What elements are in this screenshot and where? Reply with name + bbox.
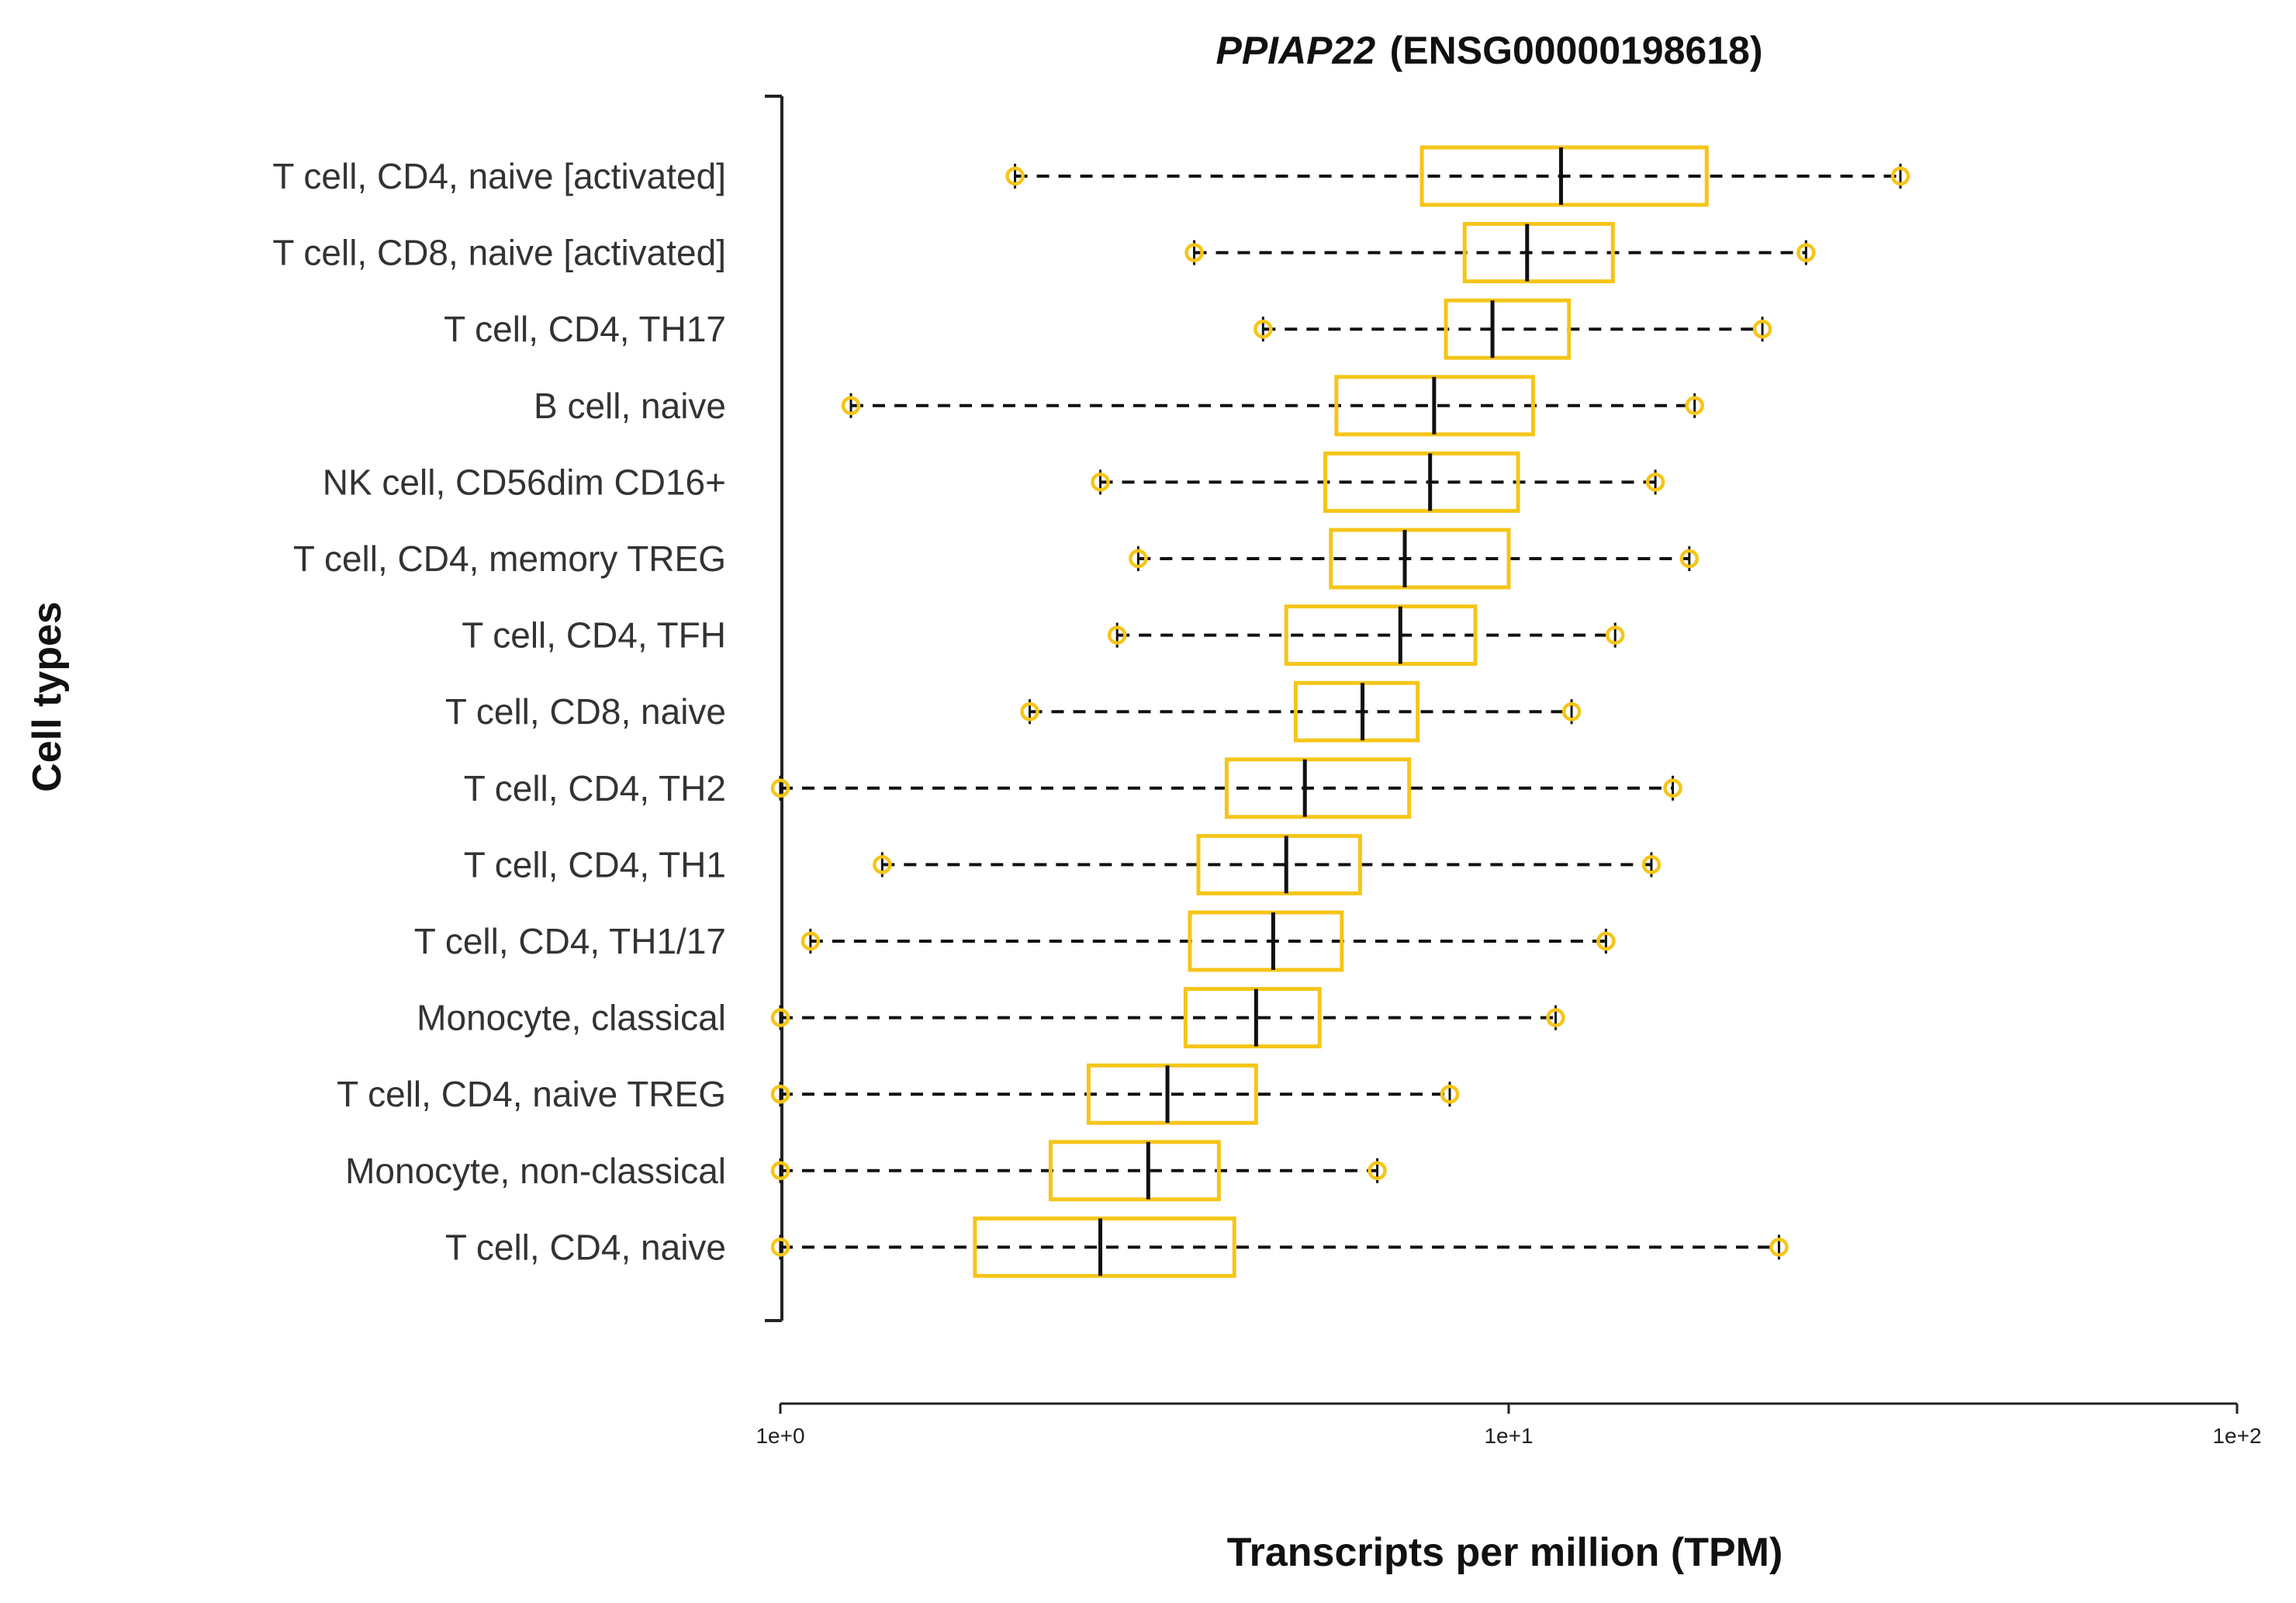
whisker-point-min [841, 396, 861, 416]
whisker-point-min [770, 1161, 790, 1181]
box-row [1253, 298, 1772, 360]
whisker-point-min [770, 1084, 790, 1104]
category-label: T cell, CD4, TH17 [444, 309, 726, 349]
iqr-box [1329, 528, 1511, 590]
iqr-box [1284, 604, 1478, 666]
box-series [770, 145, 1910, 1278]
whisker-point-min [1253, 319, 1273, 339]
x-tick-label: 1e+1 [1484, 1424, 1533, 1448]
iqr-box [1196, 833, 1362, 895]
whisker-point-max [1685, 396, 1704, 416]
x-tick-label: 1e+0 [756, 1424, 804, 1448]
chart-title: PPIAP22 (ENSG00000198618) [1215, 29, 1762, 72]
whisker-point-max [1368, 1161, 1387, 1181]
whisker-point-min [1129, 549, 1148, 569]
category-label: T cell, CD4, TH2 [464, 768, 726, 808]
box-row [1107, 604, 1625, 666]
y-axis-title: Cell types [25, 601, 70, 792]
iqr-box [1048, 1140, 1221, 1202]
category-label: NK cell, CD56dim CD16+ [323, 462, 726, 502]
whisker-point-min [1091, 473, 1110, 492]
category-label: T cell, CD8, naive [445, 691, 726, 732]
iqr-box [1444, 298, 1572, 360]
whisker-point-max [1769, 1238, 1789, 1257]
box-row [841, 375, 1704, 437]
category-label: T cell, CD4, memory TREG [293, 538, 726, 579]
x-axis-ticks: 1e+0 1e+1 1e+2 [756, 1404, 2262, 1448]
box-row [873, 833, 1661, 895]
iqr-box [1462, 222, 1615, 284]
box-row [770, 757, 1682, 819]
whisker-point-min [1005, 166, 1025, 186]
iqr-box [973, 1216, 1236, 1278]
whisker-point-max [1641, 855, 1661, 874]
iqr-box [1086, 1063, 1258, 1125]
x-tick-label: 1e+2 [2212, 1424, 2261, 1448]
box-row [1020, 680, 1582, 743]
whisker-point-min [800, 931, 821, 951]
iqr-box [1419, 145, 1709, 207]
iqr-box [1188, 910, 1344, 972]
whisker-point-min [770, 1238, 790, 1257]
category-labels: T cell, CD4, naive [activated] T cell, CD… [272, 156, 726, 1267]
x-axis: 1e+0 1e+1 1e+2 [756, 1402, 2262, 1448]
category-label: Monocyte, classical [417, 998, 726, 1038]
box-row [1129, 528, 1700, 590]
category-label: T cell, CD4, TH1 [464, 844, 726, 885]
x-axis-title: Transcripts per million (TPM) [1227, 1530, 1783, 1575]
iqr-box [1323, 451, 1520, 513]
category-label: B cell, naive [534, 386, 726, 426]
box-row [800, 910, 1616, 972]
category-label: T cell, CD4, naive [activated] [272, 156, 726, 196]
whisker-point-max [1890, 166, 1910, 186]
whisker-point-max [1752, 319, 1772, 339]
whisker-point-max [1440, 1084, 1460, 1104]
iqr-box [1293, 680, 1420, 743]
category-label: Monocyte, non-classical [345, 1151, 726, 1191]
category-label: T cell, CD4, naive [445, 1227, 726, 1267]
category-label: T cell, CD4, TFH [462, 615, 726, 656]
whisker-point-min [770, 1008, 790, 1027]
whisker-point-min [1107, 625, 1127, 645]
y-axis [765, 95, 783, 1322]
category-label: T cell, CD8, naive [activated] [272, 233, 726, 273]
whisker-point-max [1645, 473, 1665, 492]
box-row [1005, 145, 1910, 207]
whisker-point-max [1663, 778, 1682, 798]
box-row [770, 987, 1565, 1049]
whisker-point-max [1561, 701, 1582, 722]
whisker-point-max [1596, 931, 1616, 951]
iqr-box [1224, 757, 1412, 819]
chart-title-id: (ENSG00000198618) [1390, 29, 1763, 72]
box-row [1091, 451, 1665, 513]
whisker-point-min [1020, 701, 1039, 722]
whisker-point-max [1796, 243, 1816, 262]
box-row [770, 1216, 1789, 1278]
whisker-point-max [1546, 1008, 1565, 1027]
whisker-point-max [1605, 625, 1625, 645]
iqr-box [1183, 987, 1322, 1049]
category-label: T cell, CD4, TH1/17 [414, 921, 726, 961]
whisker-point-min [770, 778, 790, 798]
chart-title-gene: PPIAP22 [1215, 29, 1375, 72]
box-row [1184, 222, 1816, 284]
whisker-point-min [873, 855, 892, 874]
category-label: T cell, CD4, naive TREG [337, 1074, 726, 1114]
whisker-point-max [1679, 549, 1700, 569]
whisker-point-min [1184, 243, 1204, 262]
box-row [770, 1063, 1460, 1125]
box-row [770, 1140, 1387, 1202]
